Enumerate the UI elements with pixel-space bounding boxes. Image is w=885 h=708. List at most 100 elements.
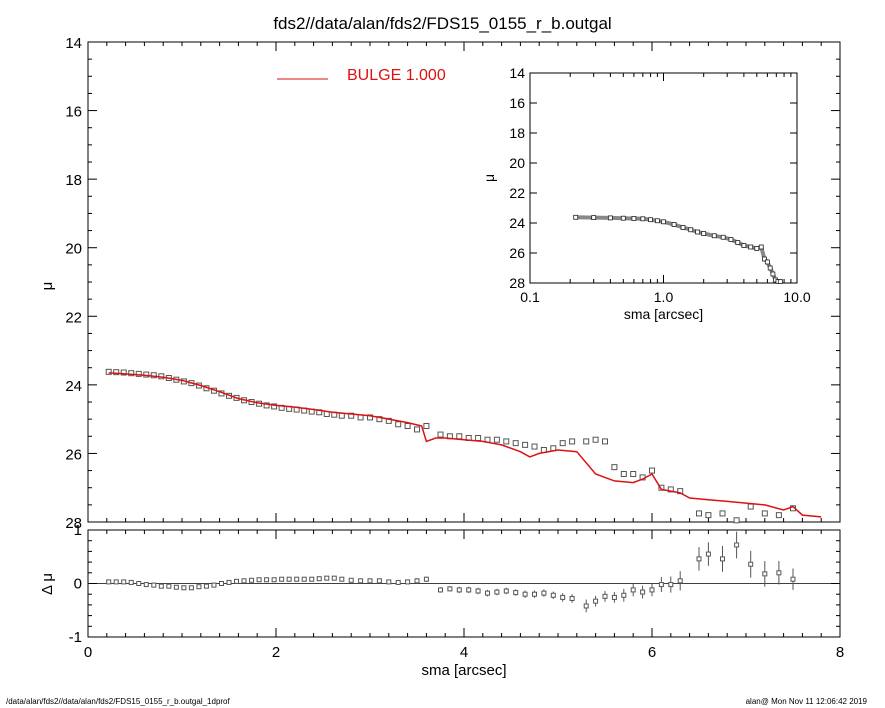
- residual-x-tick-label: 2: [272, 644, 280, 661]
- residual-data-point: [748, 561, 754, 567]
- residual-data-point: [196, 584, 202, 590]
- residual-data-point: [386, 579, 392, 585]
- residual-data-point: [532, 591, 537, 597]
- residual-y-tick-label: 0: [74, 576, 82, 593]
- residual-data-point: [324, 575, 330, 581]
- residual-data-point: [405, 579, 411, 585]
- page-title: fds2//data/alan/fds2/FDS15_0155_r_b.outg…: [273, 14, 612, 33]
- inset-data-point: [728, 237, 734, 242]
- residual-data-point: [113, 579, 119, 585]
- main-y-tick-label: 28: [65, 515, 82, 532]
- residual-data-point: [301, 576, 307, 582]
- main-data-point: [113, 369, 120, 376]
- residual-data-point: [294, 576, 300, 582]
- main-data-point: [404, 423, 411, 429]
- legend-label-bulge: BULGE 1.000: [347, 67, 446, 84]
- inset-data-point: [767, 265, 773, 271]
- residual-data-point: [414, 578, 420, 584]
- main-data-point: [719, 510, 726, 517]
- residual-data-point: [367, 578, 373, 584]
- residual-data-point: [494, 589, 500, 595]
- main-data-point: [437, 431, 444, 438]
- residual-data-point: [640, 589, 646, 595]
- inset-data-point: [777, 279, 783, 284]
- residual-data-point: [395, 579, 401, 585]
- main-panel: 14 16 18 20 22 24 26 28 μ BULGE 1.000: [39, 35, 841, 532]
- residual-data-point: [776, 570, 782, 576]
- residual-x-axis-label: sma [arcsec]: [421, 662, 506, 679]
- residual-data-point: [658, 582, 664, 588]
- residual-data-point: [583, 603, 589, 609]
- main-data-point: [150, 372, 157, 379]
- inset-data-point: [648, 217, 653, 223]
- residual-data-point: [143, 582, 149, 588]
- main-data-point: [649, 467, 655, 474]
- main-data-point: [531, 443, 538, 450]
- main-data-point: [611, 464, 618, 471]
- inset-data-point: [754, 246, 760, 251]
- residual-y-tick-label: 1: [74, 522, 82, 539]
- main-data-point: [522, 441, 529, 448]
- inset-y-tick-label: 18: [509, 125, 525, 141]
- main-data-point: [271, 403, 278, 410]
- residual-data-point: [456, 587, 462, 593]
- inset-data-point: [701, 231, 707, 236]
- residual-data-point: [188, 585, 194, 591]
- residual-data-point: [339, 576, 345, 582]
- residual-data-point: [173, 584, 179, 590]
- residual-data-point: [279, 576, 285, 582]
- residual-data-point: [234, 578, 240, 584]
- inset-y-tick-label: 14: [509, 65, 525, 81]
- main-y-tick-label: 24: [65, 378, 82, 395]
- residual-data-point: [569, 595, 575, 601]
- inset-x-tick-label: 1.0: [654, 289, 674, 305]
- inset-x-axis-label: sma [arcsec]: [624, 306, 703, 322]
- main-data-point: [128, 370, 135, 377]
- residual-data-point: [790, 576, 796, 582]
- main-data-point: [747, 503, 754, 510]
- residual-data-point: [151, 582, 157, 588]
- inset-data-point: [573, 214, 579, 220]
- residual-data-point: [136, 581, 142, 586]
- residual-data-point: [316, 576, 322, 582]
- residual-data-point: [181, 585, 187, 591]
- residual-data-point: [541, 590, 547, 596]
- inset-y-tick-label: 16: [509, 95, 525, 111]
- inset-background: [530, 73, 797, 283]
- main-data-point: [456, 433, 463, 440]
- inset-data-point: [661, 219, 666, 225]
- main-data-point: [348, 412, 355, 419]
- main-data-point: [696, 510, 702, 517]
- bulge-model-line: [108, 372, 822, 518]
- inset-data-point: [735, 240, 741, 245]
- residual-data-point: [226, 579, 232, 585]
- residual-y-axis-label: Δ μ: [39, 573, 56, 595]
- inset-data-point: [762, 256, 767, 262]
- main-data-point: [592, 436, 599, 443]
- residual-y-tick-label: -1: [69, 629, 82, 646]
- residual-data-point: [560, 594, 566, 600]
- inset-data-point: [680, 225, 686, 230]
- inset-y-tick-label: 26: [509, 245, 525, 261]
- residual-data-point: [438, 587, 443, 593]
- main-y-tick-label: 26: [65, 446, 82, 463]
- main-data-point: [733, 517, 740, 524]
- residual-data-point: [503, 588, 509, 594]
- residual-data-point: [762, 571, 768, 577]
- residual-data-point: [513, 590, 519, 596]
- residual-data-point: [734, 542, 740, 548]
- residual-data-point: [271, 577, 277, 583]
- main-data-point: [493, 436, 500, 443]
- residual-data-point: [423, 576, 429, 582]
- residual-data-point: [358, 578, 364, 584]
- inset-y-tick-label: 24: [509, 215, 525, 231]
- residual-x-tick-label: 6: [648, 644, 656, 661]
- main-data-point: [263, 402, 270, 409]
- inset-y-axis-label: μ: [481, 174, 497, 182]
- main-data-point: [761, 510, 768, 517]
- inset-data-point: [758, 244, 764, 250]
- main-data-point: [705, 512, 712, 519]
- residual-data-point: [331, 575, 337, 581]
- inset-data-point: [748, 244, 754, 250]
